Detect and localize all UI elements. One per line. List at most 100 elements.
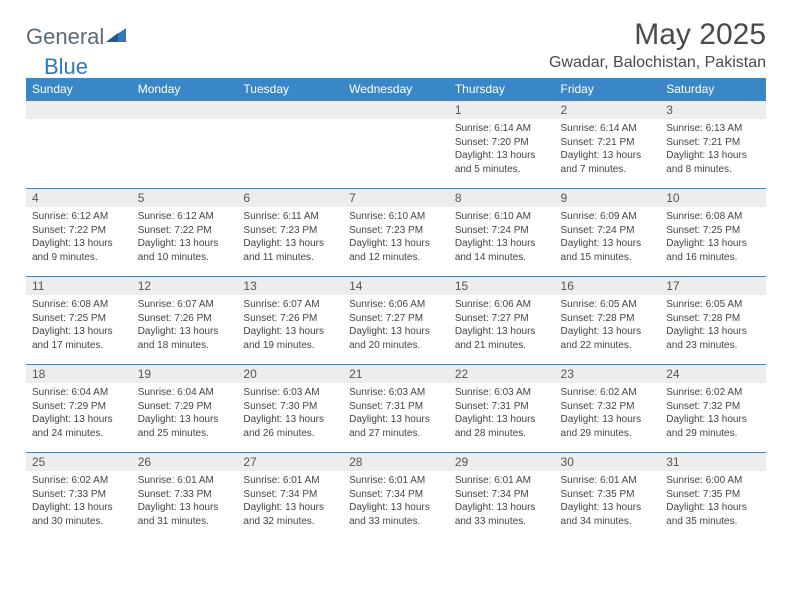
detail-line: Sunrise: 6:08 AM	[32, 298, 126, 312]
calendar-cell: 22Sunrise: 6:03 AMSunset: 7:31 PMDayligh…	[449, 365, 555, 453]
day-number: 17	[660, 277, 766, 295]
weekday-header: Saturday	[660, 78, 766, 101]
day-details: Sunrise: 6:12 AMSunset: 7:22 PMDaylight:…	[132, 207, 238, 268]
brand-triangle-icon	[106, 26, 128, 49]
calendar-cell: 1Sunrise: 6:14 AMSunset: 7:20 PMDaylight…	[449, 101, 555, 189]
day-number: 29	[449, 453, 555, 471]
detail-line: Daylight: 13 hours and 10 minutes.	[138, 237, 232, 264]
brand-part2: Blue	[44, 54, 88, 80]
day-details: Sunrise: 6:02 AMSunset: 7:32 PMDaylight:…	[555, 383, 661, 444]
detail-line: Daylight: 13 hours and 22 minutes.	[561, 325, 655, 352]
day-details: Sunrise: 6:01 AMSunset: 7:34 PMDaylight:…	[343, 471, 449, 532]
detail-line: Sunset: 7:25 PM	[666, 224, 760, 238]
detail-line: Sunset: 7:26 PM	[243, 312, 337, 326]
day-number: 26	[132, 453, 238, 471]
day-number: 6	[237, 189, 343, 207]
calendar-row: 18Sunrise: 6:04 AMSunset: 7:29 PMDayligh…	[26, 365, 766, 453]
detail-line: Sunrise: 6:03 AM	[243, 386, 337, 400]
detail-line: Daylight: 13 hours and 20 minutes.	[349, 325, 443, 352]
calendar-cell: 4Sunrise: 6:12 AMSunset: 7:22 PMDaylight…	[26, 189, 132, 277]
detail-line: Sunrise: 6:11 AM	[243, 210, 337, 224]
calendar-row: 11Sunrise: 6:08 AMSunset: 7:25 PMDayligh…	[26, 277, 766, 365]
detail-line: Sunset: 7:21 PM	[666, 136, 760, 150]
day-number: 3	[660, 101, 766, 119]
detail-line: Daylight: 13 hours and 12 minutes.	[349, 237, 443, 264]
day-number: 9	[555, 189, 661, 207]
calendar-cell: 31Sunrise: 6:00 AMSunset: 7:35 PMDayligh…	[660, 453, 766, 541]
day-details	[26, 119, 132, 179]
day-details: Sunrise: 6:01 AMSunset: 7:34 PMDaylight:…	[237, 471, 343, 532]
detail-line: Sunset: 7:20 PM	[455, 136, 549, 150]
detail-line: Sunset: 7:31 PM	[455, 400, 549, 414]
day-number: 22	[449, 365, 555, 383]
detail-line: Daylight: 13 hours and 14 minutes.	[455, 237, 549, 264]
location-text: Gwadar, Balochistan, Pakistan	[549, 54, 766, 72]
header: General May 2025 Gwadar, Balochistan, Pa…	[26, 18, 766, 72]
detail-line: Sunrise: 6:14 AM	[455, 122, 549, 136]
day-details: Sunrise: 6:02 AMSunset: 7:33 PMDaylight:…	[26, 471, 132, 532]
calendar-cell: 11Sunrise: 6:08 AMSunset: 7:25 PMDayligh…	[26, 277, 132, 365]
day-details: Sunrise: 6:05 AMSunset: 7:28 PMDaylight:…	[555, 295, 661, 356]
detail-line: Sunset: 7:35 PM	[666, 488, 760, 502]
day-number: 24	[660, 365, 766, 383]
detail-line: Sunset: 7:31 PM	[349, 400, 443, 414]
day-details: Sunrise: 6:04 AMSunset: 7:29 PMDaylight:…	[26, 383, 132, 444]
calendar-cell: 2Sunrise: 6:14 AMSunset: 7:21 PMDaylight…	[555, 101, 661, 189]
detail-line: Daylight: 13 hours and 21 minutes.	[455, 325, 549, 352]
day-details: Sunrise: 6:03 AMSunset: 7:30 PMDaylight:…	[237, 383, 343, 444]
day-details	[343, 119, 449, 179]
day-number: 13	[237, 277, 343, 295]
day-details: Sunrise: 6:04 AMSunset: 7:29 PMDaylight:…	[132, 383, 238, 444]
day-number: 23	[555, 365, 661, 383]
day-number: 10	[660, 189, 766, 207]
detail-line: Sunrise: 6:05 AM	[561, 298, 655, 312]
detail-line: Sunrise: 6:07 AM	[138, 298, 232, 312]
detail-line: Sunset: 7:33 PM	[138, 488, 232, 502]
brand-logo: General	[26, 18, 130, 50]
detail-line: Sunrise: 6:04 AM	[138, 386, 232, 400]
detail-line: Sunset: 7:34 PM	[243, 488, 337, 502]
detail-line: Sunset: 7:34 PM	[455, 488, 549, 502]
detail-line: Daylight: 13 hours and 30 minutes.	[32, 501, 126, 528]
calendar-row: 25Sunrise: 6:02 AMSunset: 7:33 PMDayligh…	[26, 453, 766, 541]
detail-line: Sunrise: 6:01 AM	[349, 474, 443, 488]
detail-line: Sunrise: 6:12 AM	[138, 210, 232, 224]
detail-line: Daylight: 13 hours and 35 minutes.	[666, 501, 760, 528]
weekday-header: Friday	[555, 78, 661, 101]
detail-line: Sunset: 7:34 PM	[349, 488, 443, 502]
detail-line: Sunset: 7:35 PM	[561, 488, 655, 502]
detail-line: Sunrise: 6:02 AM	[561, 386, 655, 400]
weekday-header: Monday	[132, 78, 238, 101]
day-details: Sunrise: 6:09 AMSunset: 7:24 PMDaylight:…	[555, 207, 661, 268]
detail-line: Sunrise: 6:06 AM	[455, 298, 549, 312]
calendar-cell: 30Sunrise: 6:01 AMSunset: 7:35 PMDayligh…	[555, 453, 661, 541]
detail-line: Sunrise: 6:01 AM	[561, 474, 655, 488]
detail-line: Sunset: 7:23 PM	[243, 224, 337, 238]
detail-line: Daylight: 13 hours and 8 minutes.	[666, 149, 760, 176]
detail-line: Sunset: 7:32 PM	[666, 400, 760, 414]
calendar-cell	[237, 101, 343, 189]
detail-line: Sunset: 7:23 PM	[349, 224, 443, 238]
calendar-cell: 18Sunrise: 6:04 AMSunset: 7:29 PMDayligh…	[26, 365, 132, 453]
day-details: Sunrise: 6:14 AMSunset: 7:20 PMDaylight:…	[449, 119, 555, 180]
calendar-cell	[343, 101, 449, 189]
day-number: 8	[449, 189, 555, 207]
weekday-header: Tuesday	[237, 78, 343, 101]
day-number: 12	[132, 277, 238, 295]
day-number	[26, 101, 132, 119]
detail-line: Sunset: 7:22 PM	[138, 224, 232, 238]
day-number: 20	[237, 365, 343, 383]
calendar-cell: 26Sunrise: 6:01 AMSunset: 7:33 PMDayligh…	[132, 453, 238, 541]
detail-line: Sunrise: 6:06 AM	[349, 298, 443, 312]
weekday-header: Thursday	[449, 78, 555, 101]
calendar-cell: 17Sunrise: 6:05 AMSunset: 7:28 PMDayligh…	[660, 277, 766, 365]
day-details: Sunrise: 6:01 AMSunset: 7:35 PMDaylight:…	[555, 471, 661, 532]
detail-line: Sunrise: 6:01 AM	[138, 474, 232, 488]
detail-line: Sunset: 7:28 PM	[561, 312, 655, 326]
month-title: May 2025	[549, 18, 766, 52]
calendar-cell: 29Sunrise: 6:01 AMSunset: 7:34 PMDayligh…	[449, 453, 555, 541]
calendar-row: 1Sunrise: 6:14 AMSunset: 7:20 PMDaylight…	[26, 101, 766, 189]
day-number: 11	[26, 277, 132, 295]
detail-line: Sunset: 7:24 PM	[561, 224, 655, 238]
day-number: 16	[555, 277, 661, 295]
